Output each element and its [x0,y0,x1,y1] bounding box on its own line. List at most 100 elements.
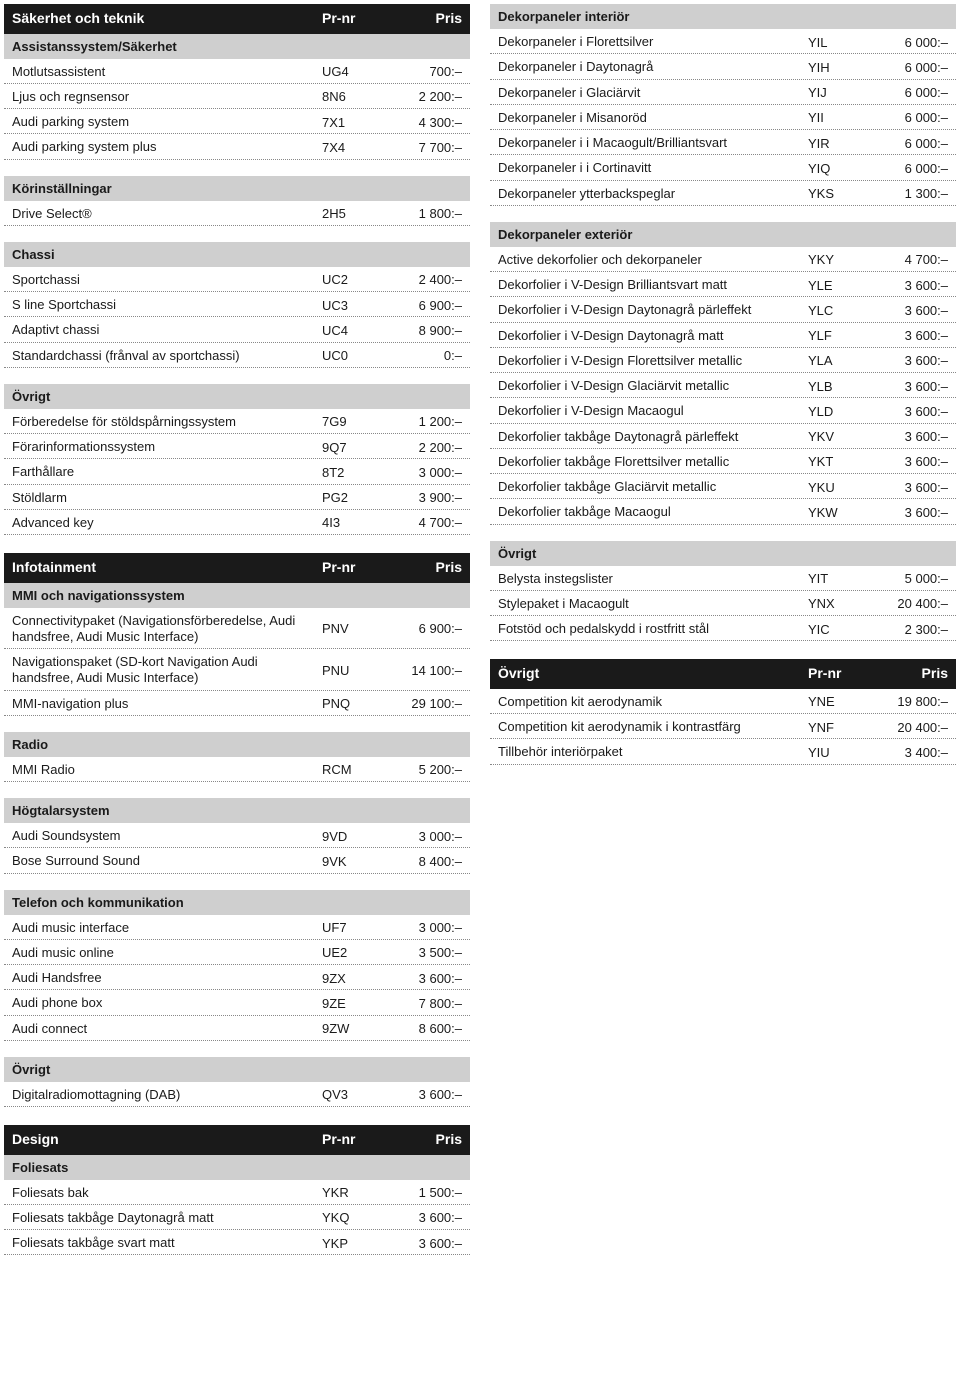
price-row: Foliesats takbåge svart mattYKP3 600:– [4,1230,470,1255]
item-name: Dekorfolier i V-Design Daytonagrå matt [498,328,808,344]
price-row: Foliesats bakYKR1 500:– [4,1180,470,1205]
item-name: Connectivitypaket (Navigationsförberedel… [12,613,322,646]
item-price: 5 000:– [864,571,948,586]
item-name: Dekorpaneler i Florettsilver [498,34,808,50]
item-code: YNE [808,694,864,709]
item-code: 9VK [322,854,378,869]
item-price: 4 300:– [378,115,462,130]
item-price: 3 600:– [864,404,948,419]
header-price-label: Pris [864,665,948,683]
item-price: 1 500:– [378,1185,462,1200]
price-row: Active dekorfolier och dekorpanelerYKY4 … [490,247,956,272]
section-header: Högtalarsystem [4,798,470,823]
item-name: Tillbehör interiörpaket [498,744,808,760]
item-price: 3 600:– [864,505,948,520]
item-price: 6 000:– [864,161,948,176]
price-row: Dekorfolier i V-Design Daytonagrå pärlef… [490,297,956,322]
item-price: 1 300:– [864,186,948,201]
item-code: YKY [808,252,864,267]
item-code: 2H5 [322,206,378,221]
item-code: YNF [808,720,864,735]
item-code: 9ZE [322,996,378,1011]
section-header: Övrigt [4,384,470,409]
item-name: Motlutsassistent [12,64,322,80]
price-row: Dekorpaneler i i CortinavittYIQ6 000:– [490,155,956,180]
item-price: 2 400:– [378,272,462,287]
item-price: 2 300:– [864,622,948,637]
header-title: Infotainment [12,559,322,577]
header-title: Säkerhet och teknik [12,10,322,28]
item-code: YKV [808,429,864,444]
item-code: YLD [808,404,864,419]
right-column: Dekorpaneler interiörDekorpaneler i Flor… [490,4,956,1255]
section-header: Övrigt [490,541,956,566]
section-header: Chassi [4,242,470,267]
item-code: UC0 [322,348,378,363]
item-price: 6 000:– [864,110,948,125]
item-name: Förberedelse för stöldspårningssystem [12,414,322,430]
item-name: Competition kit aerodynamik i kontrastfä… [498,719,808,735]
category-header: ÖvrigtPr-nrPris [490,659,956,689]
item-name: Stylepaket i Macaogult [498,596,808,612]
price-row: Dekorpaneler ytterbackspeglarYKS1 300:– [490,181,956,206]
price-row: Standardchassi (frånval av sportchassi)U… [4,343,470,368]
item-name: Dekorpaneler i i Macaogult/Brilliantsvar… [498,135,808,151]
item-name: Dekorfolier i V-Design Glaciärvit metall… [498,378,808,394]
price-row: Dekorfolier takbåge MacaogulYKW3 600:– [490,499,956,524]
section-header: MMI och navigationssystem [4,583,470,608]
item-name: Dekorfolier takbåge Florettsilver metall… [498,454,808,470]
item-name: Digitalradiomottagning (DAB) [12,1087,322,1103]
header-price-label: Pris [378,10,462,28]
price-row: Dekorpaneler i GlaciärvitYIJ6 000:– [490,80,956,105]
item-code: YIU [808,745,864,760]
item-price: 19 800:– [864,694,948,709]
item-code: UC4 [322,323,378,338]
item-price: 4 700:– [864,252,948,267]
item-name: Stöldlarm [12,490,322,506]
item-code: PNQ [322,696,378,711]
item-price: 6 000:– [864,85,948,100]
item-code: YLC [808,303,864,318]
price-row: Dekorfolier takbåge Daytonagrå pärleffek… [490,424,956,449]
item-name: Advanced key [12,515,322,531]
category-header: DesignPr-nrPris [4,1125,470,1155]
price-row: SportchassiUC22 400:– [4,267,470,292]
item-name: Fotstöd och pedalskydd i rostfritt stål [498,621,808,637]
item-name: Competition kit aerodynamik [498,694,808,710]
item-code: 9ZW [322,1021,378,1036]
price-row: Dekorpaneler i FlorettsilverYIL6 000:– [490,29,956,54]
item-price: 3 600:– [864,429,948,444]
item-price: 3 600:– [378,1210,462,1225]
item-code: 8N6 [322,89,378,104]
price-row: Farthållare8T23 000:– [4,459,470,484]
header-code-label: Pr-nr [322,10,378,28]
header-price-label: Pris [378,559,462,577]
price-row: Adaptivt chassiUC48 900:– [4,317,470,342]
item-price: 3 600:– [864,480,948,495]
item-price: 8 600:– [378,1021,462,1036]
item-price: 8 400:– [378,854,462,869]
price-row: Audi parking system7X14 300:– [4,109,470,134]
item-price: 20 400:– [864,596,948,611]
header-code-label: Pr-nr [322,1131,378,1149]
item-name: Dekorpaneler i Misanoröd [498,110,808,126]
item-code: UC3 [322,298,378,313]
item-price: 4 700:– [378,515,462,530]
price-row: Connectivitypaket (Navigationsförberedel… [4,608,470,650]
price-row: Dekorpaneler i MisanorödYII6 000:– [490,105,956,130]
item-price: 3 600:– [864,353,948,368]
item-price: 3 600:– [864,379,948,394]
item-code: UG4 [322,64,378,79]
item-price: 700:– [378,64,462,79]
price-row: Drive Select®2H51 800:– [4,201,470,226]
item-name: Drive Select® [12,206,322,222]
item-code: YLB [808,379,864,394]
price-row: Dekorfolier i V-Design Glaciärvit metall… [490,373,956,398]
header-title: Övrigt [498,665,808,683]
item-name: Standardchassi (frånval av sportchassi) [12,348,322,364]
price-row: Belysta instegslisterYIT5 000:– [490,566,956,591]
item-code: 4I3 [322,515,378,530]
item-name: Foliesats takbåge Daytonagrå matt [12,1210,322,1226]
price-row: MMI RadioRCM5 200:– [4,757,470,782]
item-price: 3 600:– [864,328,948,343]
